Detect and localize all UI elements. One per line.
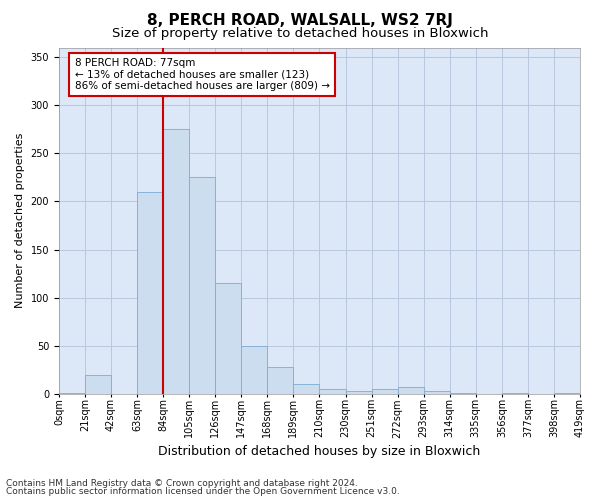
Bar	[450, 393, 476, 394]
Text: 8, PERCH ROAD, WALSALL, WS2 7RJ: 8, PERCH ROAD, WALSALL, WS2 7RJ	[147, 12, 453, 28]
Bar	[371, 389, 398, 394]
Bar	[137, 192, 163, 394]
Text: Size of property relative to detached houses in Bloxwich: Size of property relative to detached ho…	[112, 28, 488, 40]
Bar	[319, 389, 346, 394]
Text: Contains HM Land Registry data © Crown copyright and database right 2024.: Contains HM Land Registry data © Crown c…	[6, 478, 358, 488]
Y-axis label: Number of detached properties: Number of detached properties	[15, 133, 25, 308]
Bar	[241, 346, 268, 394]
Text: Contains public sector information licensed under the Open Government Licence v3: Contains public sector information licen…	[6, 487, 400, 496]
Bar	[502, 393, 528, 394]
Text: 8 PERCH ROAD: 77sqm
← 13% of detached houses are smaller (123)
86% of semi-detac: 8 PERCH ROAD: 77sqm ← 13% of detached ho…	[74, 58, 329, 91]
Bar	[424, 391, 450, 394]
Bar	[163, 130, 189, 394]
Bar	[293, 384, 319, 394]
Bar	[189, 178, 215, 394]
Bar	[346, 391, 371, 394]
X-axis label: Distribution of detached houses by size in Bloxwich: Distribution of detached houses by size …	[158, 444, 481, 458]
Bar	[59, 393, 85, 394]
Bar	[398, 387, 424, 394]
Bar	[554, 393, 580, 394]
Bar	[85, 374, 111, 394]
Bar	[268, 367, 293, 394]
Bar	[215, 283, 241, 394]
